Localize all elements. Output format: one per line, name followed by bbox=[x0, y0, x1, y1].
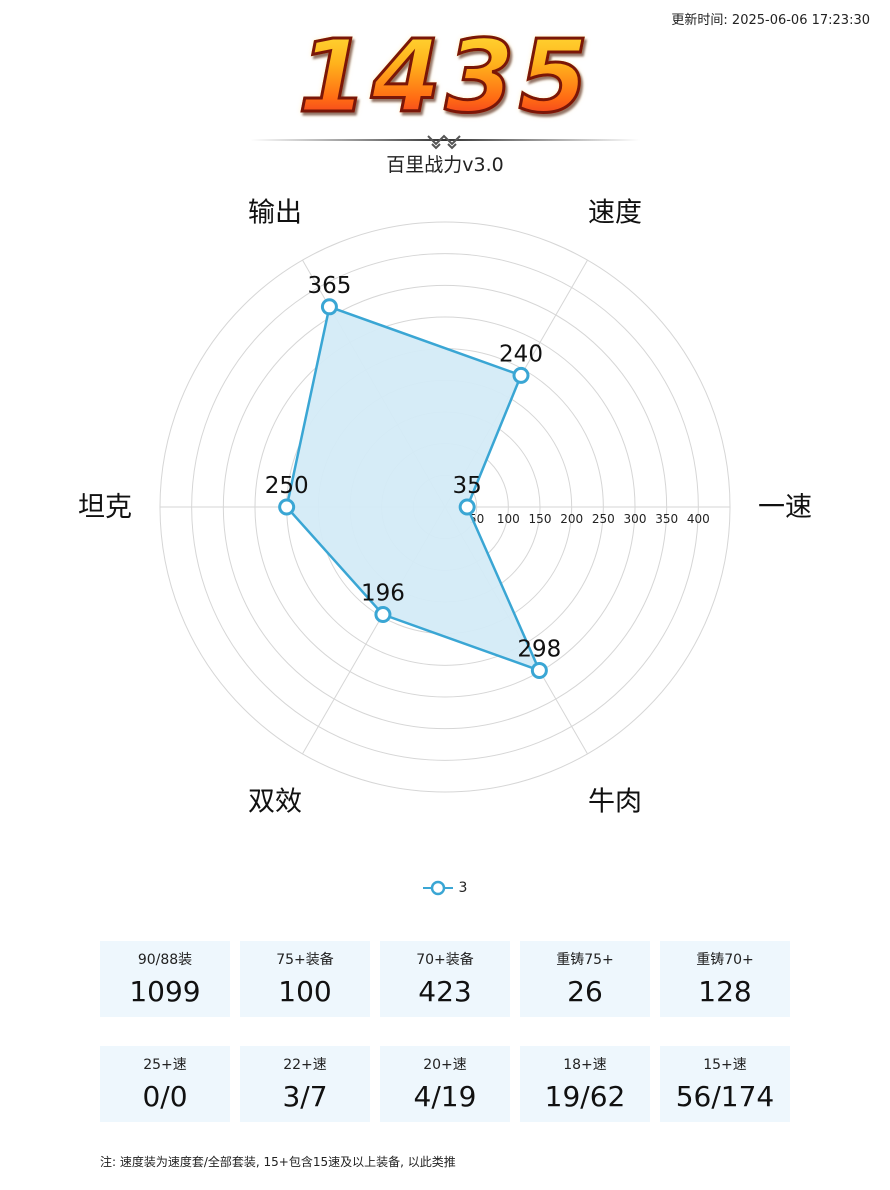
stat-label: 75+装备 bbox=[276, 952, 334, 968]
stat-label: 15+速 bbox=[703, 1057, 747, 1073]
radial-tick-label: 400 bbox=[687, 512, 710, 526]
stat-card-reforge-70: 重铸70+ 128 bbox=[660, 941, 790, 1017]
data-point[interactable] bbox=[512, 366, 530, 384]
stat-value: 4/19 bbox=[413, 1080, 477, 1113]
chart-legend[interactable]: 3 bbox=[0, 880, 890, 896]
stat-label: 70+装备 bbox=[416, 952, 474, 968]
title-divider bbox=[250, 134, 640, 150]
stat-label: 90/88装 bbox=[137, 952, 193, 968]
stat-label: 重铸75+ bbox=[556, 952, 614, 968]
stat-card-speed-15: 15+速 56/174 bbox=[660, 1046, 790, 1122]
data-point[interactable] bbox=[278, 498, 296, 516]
stat-value: 1099 bbox=[129, 975, 201, 1008]
axis-label: 牛肉 bbox=[588, 786, 642, 817]
data-point[interactable] bbox=[374, 606, 392, 624]
radial-tick-label: 100 bbox=[497, 512, 520, 526]
stat-card-75plus: 75+装备 100 bbox=[240, 941, 370, 1017]
legend-marker-icon bbox=[422, 880, 453, 896]
stat-card-speed-18: 18+速 19/62 bbox=[520, 1046, 650, 1122]
data-point[interactable] bbox=[320, 298, 338, 316]
stat-value: 26 bbox=[567, 975, 603, 1008]
radial-tick-label: 300 bbox=[624, 512, 647, 526]
data-point[interactable] bbox=[530, 661, 548, 679]
axis-label: 一速 bbox=[758, 492, 812, 523]
stat-card-70plus: 70+装备 423 bbox=[380, 941, 510, 1017]
stat-label: 18+速 bbox=[563, 1057, 607, 1073]
data-label: 298 bbox=[517, 636, 561, 662]
stat-card-speed-20: 20+速 4/19 bbox=[380, 1046, 510, 1122]
stat-value: 0/0 bbox=[142, 1080, 188, 1113]
footnote: 注: 速度装为速度套/全部套装, 15+包含15速及以上装备, 以此类推 bbox=[100, 1155, 456, 1169]
radar-chart: 50 100 150 200 250 300 350 400 3524036525019629… bbox=[78, 198, 812, 818]
radial-tick-label: 200 bbox=[560, 512, 583, 526]
speed-stats-row: 25+速 0/0 22+速 3/7 20+速 4/19 18+速 19/62 1… bbox=[100, 1046, 790, 1122]
stat-card-speed-25: 25+速 0/0 bbox=[100, 1046, 230, 1122]
stat-value: 423 bbox=[418, 975, 472, 1008]
subtitle: 百里战力v3.0 bbox=[386, 154, 504, 176]
stat-value: 19/62 bbox=[544, 1080, 626, 1113]
equipment-stats-row: 90/88装 1099 75+装备 100 70+装备 423 重铸75+ 26… bbox=[100, 941, 790, 1017]
stat-label: 22+速 bbox=[283, 1057, 327, 1073]
radial-tick-label: 250 bbox=[592, 512, 615, 526]
data-label: 365 bbox=[307, 273, 351, 299]
stat-card-9088: 90/88装 1099 bbox=[100, 941, 230, 1017]
axis-label: 双效 bbox=[248, 786, 302, 817]
stat-value: 100 bbox=[278, 975, 332, 1008]
divider-ornament-icon bbox=[427, 134, 461, 150]
data-label: 196 bbox=[361, 581, 405, 607]
stat-label: 25+速 bbox=[143, 1057, 187, 1073]
legend-label: 3 bbox=[458, 880, 468, 896]
data-label: 35 bbox=[453, 473, 482, 499]
stat-value: 128 bbox=[698, 975, 752, 1008]
stat-label: 重铸70+ bbox=[696, 952, 754, 968]
axis-label: 速度 bbox=[588, 198, 642, 229]
stat-value: 3/7 bbox=[282, 1080, 328, 1113]
stat-value: 56/174 bbox=[675, 1080, 775, 1113]
data-point[interactable] bbox=[458, 498, 476, 516]
data-label: 250 bbox=[265, 473, 309, 499]
axis-label: 坦克 bbox=[78, 492, 132, 523]
axis-label: 输出 bbox=[248, 198, 302, 229]
stat-card-reforge-75: 重铸75+ 26 bbox=[520, 941, 650, 1017]
data-label: 240 bbox=[499, 341, 543, 367]
score-title: 1435 bbox=[0, 20, 890, 133]
stat-card-speed-22: 22+速 3/7 bbox=[240, 1046, 370, 1122]
radial-tick-label: 150 bbox=[529, 512, 552, 526]
update-time: 更新时间: 2025-06-06 17:23:30 bbox=[671, 13, 870, 28]
radar-series bbox=[278, 298, 548, 679]
stat-label: 20+速 bbox=[423, 1057, 467, 1073]
radial-tick-label: 350 bbox=[655, 512, 678, 526]
